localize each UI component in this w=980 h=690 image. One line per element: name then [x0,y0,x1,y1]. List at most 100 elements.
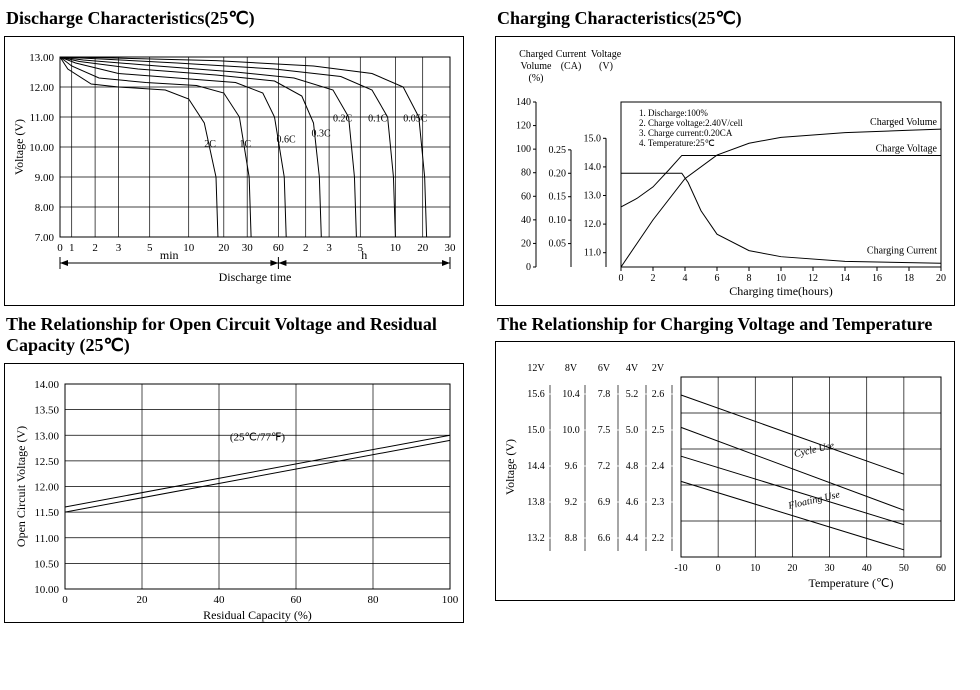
svg-text:12.00: 12.00 [34,481,59,493]
svg-text:13.00: 13.00 [29,52,54,64]
svg-text:Open Circuit Voltage (V): Open Circuit Voltage (V) [14,426,28,547]
svg-text:3: 3 [116,242,122,254]
svg-text:10: 10 [390,242,402,254]
svg-text:5.2: 5.2 [626,389,639,400]
svg-text:100: 100 [442,594,459,606]
svg-text:Temperature (℃): Temperature (℃) [809,576,894,590]
title-temp: The Relationship for Charging Voltage an… [497,314,980,336]
panel-charging: Charging Characteristics(25℃) ChargedVol… [495,4,980,306]
svg-text:30: 30 [242,242,254,254]
svg-text:10.0: 10.0 [562,425,580,436]
svg-text:0.15: 0.15 [549,191,567,202]
svg-text:0: 0 [62,594,68,606]
svg-text:Floating Use: Floating Use [786,489,841,512]
svg-text:0: 0 [526,262,531,273]
svg-text:7.5: 7.5 [598,425,611,436]
svg-text:10: 10 [750,563,760,574]
svg-text:4.6: 4.6 [626,497,639,508]
svg-text:Charging Current: Charging Current [867,245,937,256]
svg-text:120: 120 [516,120,531,131]
svg-text:1. Discharge:100%: 1. Discharge:100% [639,108,708,118]
svg-text:11.50: 11.50 [35,507,60,519]
panel-ocv: The Relationship for Open Circuit Voltag… [4,310,489,623]
svg-text:6: 6 [715,273,720,284]
svg-text:12.50: 12.50 [34,456,59,468]
svg-text:80: 80 [521,167,531,178]
svg-text:0: 0 [716,563,721,574]
svg-text:11.00: 11.00 [30,112,55,124]
svg-text:0.1C: 0.1C [368,113,388,124]
svg-text:Charging time(hours): Charging time(hours) [729,284,832,298]
svg-text:15.0: 15.0 [584,133,602,144]
svg-text:3. Charge current:0.20CA: 3. Charge current:0.20CA [639,128,733,138]
svg-text:9.2: 9.2 [565,497,578,508]
svg-text:Residual Capacity (%): Residual Capacity (%) [203,608,312,622]
svg-text:2C: 2C [204,139,216,150]
svg-text:12.0: 12.0 [584,219,602,230]
svg-text:2.6: 2.6 [652,389,665,400]
svg-text:Volume: Volume [521,61,552,72]
svg-text:0.05C: 0.05C [403,113,428,124]
svg-text:13.00: 13.00 [34,430,59,442]
svg-text:Charged Volume: Charged Volume [870,117,938,128]
svg-text:100: 100 [516,144,531,155]
svg-text:20: 20 [521,238,531,249]
svg-text:3: 3 [326,242,332,254]
svg-text:Current: Current [556,49,587,60]
svg-text:Charge Voltage: Charge Voltage [876,143,938,154]
svg-text:4: 4 [683,273,688,284]
svg-text:12V: 12V [527,363,545,374]
svg-text:13.2: 13.2 [527,533,545,544]
svg-text:2: 2 [303,242,309,254]
svg-text:40: 40 [862,563,872,574]
svg-text:9.6: 9.6 [565,461,578,472]
svg-text:0.20: 0.20 [549,168,567,179]
svg-text:(CA): (CA) [561,61,582,72]
svg-text:7.00: 7.00 [35,232,55,244]
svg-text:8V: 8V [565,363,578,374]
svg-text:10.50: 10.50 [34,558,59,570]
svg-text:13.0: 13.0 [584,190,602,201]
svg-text:15.0: 15.0 [527,425,545,436]
svg-text:6V: 6V [598,363,611,374]
svg-text:80: 80 [368,594,380,606]
svg-text:2.4: 2.4 [652,461,665,472]
svg-text:6.9: 6.9 [598,497,611,508]
svg-text:4.8: 4.8 [626,461,639,472]
svg-text:14.4: 14.4 [527,461,545,472]
svg-text:10.4: 10.4 [562,389,580,400]
svg-text:4. Temperature:25℃: 4. Temperature:25℃ [639,138,715,148]
svg-text:Voltage (V): Voltage (V) [503,439,517,495]
chart-charging: ChargedVolume(%)Current(CA)Voltage(V)020… [495,36,955,306]
svg-text:20: 20 [787,563,797,574]
panels-grid: Discharge Characteristics(25℃) 7.008.009… [4,4,976,623]
svg-text:12.00: 12.00 [29,82,54,94]
svg-text:13.8: 13.8 [527,497,545,508]
panel-temp: The Relationship for Charging Voltage an… [495,310,980,623]
svg-text:8.8: 8.8 [565,533,578,544]
svg-text:0.10: 0.10 [549,215,567,226]
svg-text:20: 20 [936,273,946,284]
svg-text:10.00: 10.00 [29,142,54,154]
svg-text:6.6: 6.6 [598,533,611,544]
svg-text:2: 2 [92,242,98,254]
title-charging: Charging Characteristics(25℃) [497,8,980,30]
svg-text:0: 0 [57,242,63,254]
title-discharge: Discharge Characteristics(25℃) [6,8,489,30]
svg-text:2.3: 2.3 [652,497,665,508]
svg-text:4.4: 4.4 [626,533,639,544]
svg-text:14.00: 14.00 [34,379,59,391]
svg-text:0.2C: 0.2C [333,113,353,124]
svg-text:8: 8 [747,273,752,284]
svg-text:11.00: 11.00 [35,533,60,545]
svg-text:5.0: 5.0 [626,425,639,436]
svg-text:Voltage (V): Voltage (V) [12,119,26,175]
chart-ocv: 10.0010.5011.0011.5012.0012.5013.0013.50… [4,363,464,623]
svg-text:(%): (%) [529,73,544,84]
svg-text:30: 30 [825,563,835,574]
svg-text:4V: 4V [626,363,639,374]
panel-discharge: Discharge Characteristics(25℃) 7.008.009… [4,4,489,306]
svg-text:Discharge time: Discharge time [219,270,292,284]
svg-text:(V): (V) [599,61,613,72]
svg-text:30: 30 [445,242,457,254]
